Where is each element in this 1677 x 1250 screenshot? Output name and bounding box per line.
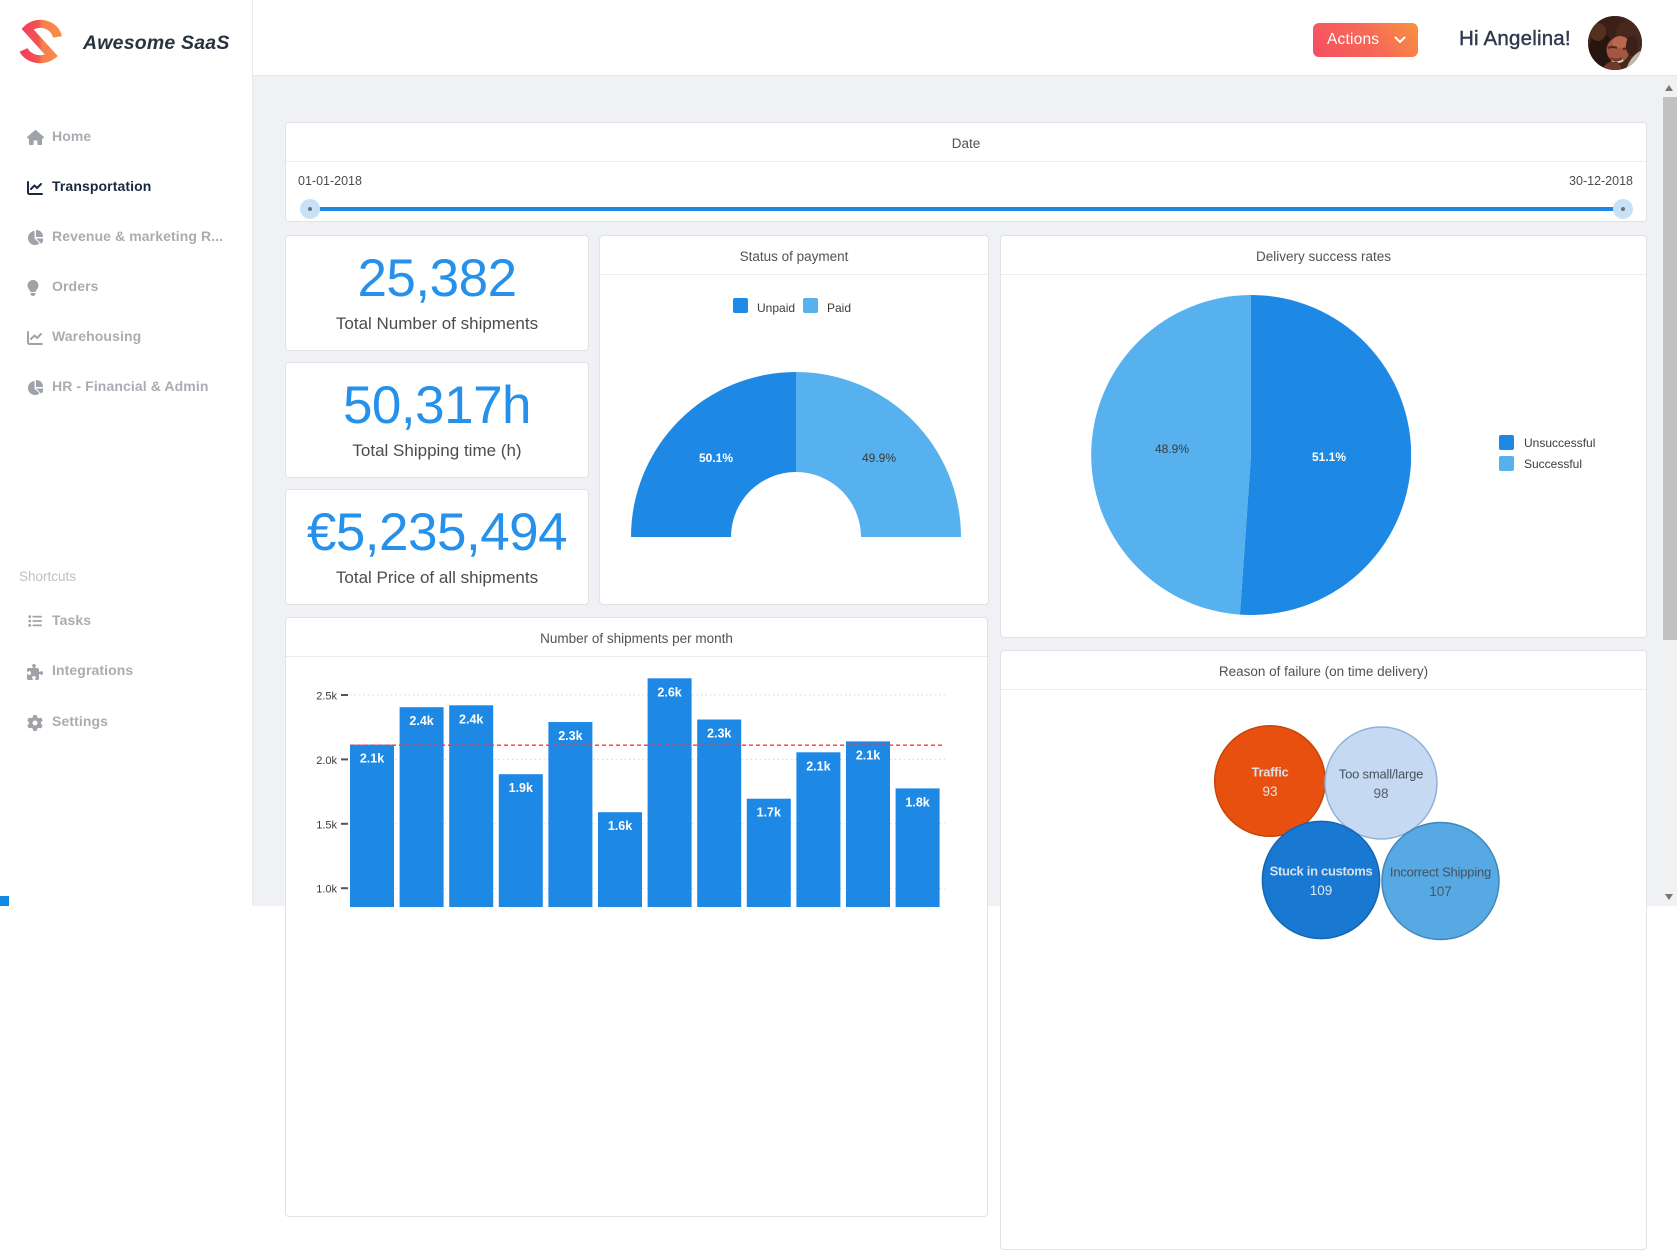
svg-text:2.1k: 2.1k	[806, 759, 830, 773]
svg-text:2.1k: 2.1k	[856, 748, 880, 762]
svg-text:2.6k: 2.6k	[657, 685, 681, 699]
svg-text:49.9%: 49.9%	[862, 451, 896, 465]
svg-text:1.0k: 1.0k	[316, 884, 337, 896]
svg-text:50.1%: 50.1%	[699, 451, 733, 465]
svg-text:109: 109	[1310, 883, 1333, 898]
svg-text:2.0k: 2.0k	[316, 755, 337, 767]
svg-text:1.6k: 1.6k	[608, 819, 632, 833]
svg-text:Incorrect Shipping: Incorrect Shipping	[1390, 865, 1491, 880]
svg-text:93: 93	[1262, 784, 1277, 799]
svg-text:Too small/large: Too small/large	[1339, 767, 1423, 782]
svg-text:2.1k: 2.1k	[360, 752, 384, 766]
svg-text:1.5k: 1.5k	[316, 819, 337, 831]
svg-text:Stuck in customs: Stuck in customs	[1270, 864, 1373, 879]
svg-text:1.9k: 1.9k	[509, 781, 533, 795]
svg-text:2.5k: 2.5k	[316, 691, 337, 703]
svg-text:98: 98	[1373, 786, 1388, 801]
svg-text:2.3k: 2.3k	[707, 727, 731, 741]
svg-text:48.9%: 48.9%	[1155, 442, 1189, 456]
svg-text:1.8k: 1.8k	[905, 795, 929, 809]
svg-text:2.3k: 2.3k	[558, 729, 582, 743]
svg-text:1.7k: 1.7k	[757, 806, 781, 820]
svg-text:51.1%: 51.1%	[1312, 450, 1346, 464]
svg-text:107: 107	[1429, 884, 1452, 899]
svg-text:Traffic: Traffic	[1252, 765, 1289, 780]
svg-text:2.4k: 2.4k	[409, 714, 433, 728]
svg-text:2.4k: 2.4k	[459, 712, 483, 726]
